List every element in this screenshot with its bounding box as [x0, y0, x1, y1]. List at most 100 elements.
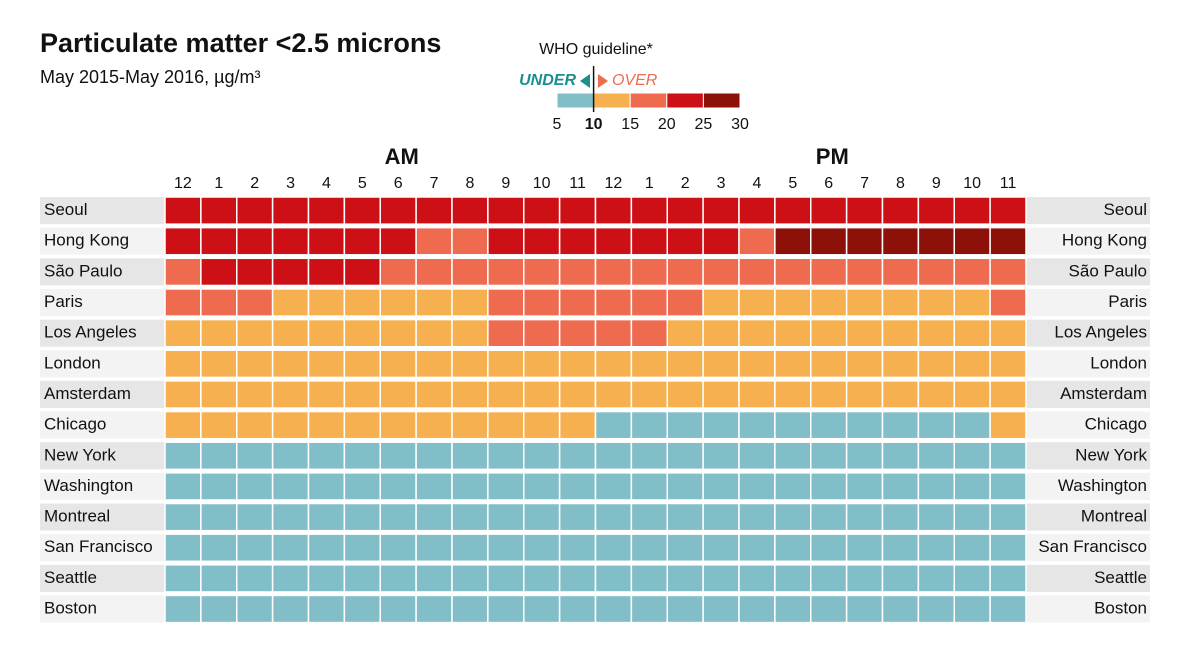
- cell: [487, 472, 525, 501]
- cell: [523, 318, 561, 348]
- legend-tick-label: 10: [585, 116, 603, 133]
- cell: [164, 380, 202, 409]
- cell: [271, 318, 310, 348]
- cell: [307, 257, 346, 287]
- over-label: OVER: [612, 72, 658, 89]
- cell: [630, 380, 668, 409]
- cell: [200, 196, 238, 225]
- cell: [989, 502, 1027, 532]
- cell: [594, 564, 633, 593]
- column-label: 12: [605, 175, 623, 192]
- cell: [630, 533, 668, 563]
- row-band: [1026, 258, 1150, 286]
- cell: [164, 594, 202, 624]
- column-label: 6: [394, 175, 403, 192]
- row-band: [1026, 288, 1150, 317]
- cell: [558, 441, 597, 471]
- cell: [989, 318, 1027, 348]
- row-label-right: Hong Kong: [1062, 231, 1147, 250]
- cell: [307, 196, 346, 225]
- cell: [343, 502, 381, 532]
- cell: [523, 380, 561, 409]
- cell: [415, 288, 453, 317]
- column-label: 4: [752, 175, 761, 192]
- cell: [487, 349, 525, 379]
- cell: [558, 318, 597, 348]
- cell: [774, 318, 812, 348]
- row-band: [1026, 595, 1150, 623]
- period-label: PM: [816, 144, 849, 169]
- cell: [200, 594, 238, 624]
- cell: [702, 441, 740, 471]
- cell: [487, 564, 525, 593]
- cell: [989, 594, 1027, 624]
- cell: [200, 502, 238, 532]
- column-label: 8: [896, 175, 905, 192]
- cell: [236, 410, 274, 440]
- row-label-right: Paris: [1108, 292, 1147, 311]
- cell: [236, 318, 274, 348]
- cell: [271, 226, 310, 256]
- cell: [594, 380, 633, 409]
- cell: [415, 472, 453, 501]
- cell: [523, 502, 561, 532]
- legend-tick-label: 5: [553, 116, 562, 133]
- row-label: New York: [44, 445, 116, 464]
- cell: [415, 441, 453, 471]
- cell: [343, 288, 381, 317]
- cell: [702, 533, 740, 563]
- cell: [271, 257, 310, 287]
- column-label: 10: [533, 175, 551, 192]
- cell: [415, 196, 453, 225]
- row-band: [40, 442, 165, 470]
- cell: [630, 257, 668, 287]
- column-label: 3: [717, 175, 726, 192]
- cell: [917, 318, 955, 348]
- cell: [738, 472, 776, 501]
- cell: [738, 380, 776, 409]
- cell: [917, 564, 955, 593]
- cell: [164, 441, 202, 471]
- row-label-right: São Paulo: [1069, 261, 1147, 280]
- row-band: [40, 534, 165, 562]
- column-label: 1: [645, 175, 654, 192]
- cell: [881, 410, 920, 440]
- cell: [917, 380, 955, 409]
- row-band: [40, 197, 165, 225]
- cell: [451, 380, 489, 409]
- cell: [164, 318, 202, 348]
- cell: [953, 502, 991, 532]
- cell: [845, 196, 884, 225]
- cell: [487, 288, 525, 317]
- row-band: [40, 258, 165, 286]
- cell: [236, 226, 274, 256]
- cell: [236, 472, 274, 501]
- cell: [630, 502, 668, 532]
- cell: [271, 533, 310, 563]
- cell: [379, 410, 417, 440]
- cell: [451, 288, 489, 317]
- cell: [666, 502, 704, 532]
- row-band: [1026, 442, 1150, 470]
- cell: [810, 410, 848, 440]
- column-label: 11: [569, 175, 586, 192]
- cell: [307, 349, 346, 379]
- cell: [594, 349, 633, 379]
- cell: [953, 226, 991, 256]
- row-label: Boston: [44, 599, 97, 618]
- cell: [989, 410, 1027, 440]
- column-label: 9: [501, 175, 510, 192]
- cell: [594, 410, 633, 440]
- row-label-right: Chicago: [1085, 415, 1147, 434]
- cell: [774, 564, 812, 593]
- cell: [451, 318, 489, 348]
- cell: [738, 594, 776, 624]
- column-label: 12: [174, 175, 192, 192]
- cell: [810, 380, 848, 409]
- legend-swatch: [556, 92, 595, 109]
- cell: [558, 196, 597, 225]
- cell: [523, 472, 561, 501]
- cell: [810, 318, 848, 348]
- cell: [523, 594, 561, 624]
- cell: [307, 226, 346, 256]
